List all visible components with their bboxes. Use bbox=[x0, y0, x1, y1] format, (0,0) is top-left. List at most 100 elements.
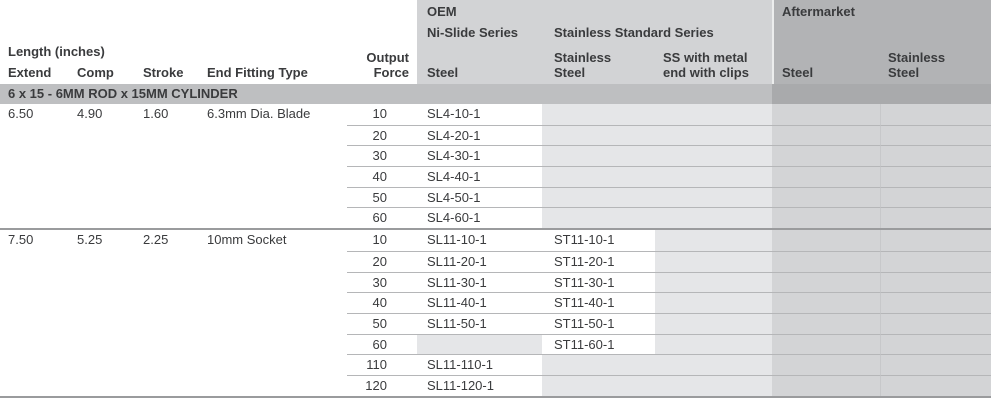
table-row: 6.50 4.90 1.60 6.3mm Dia. Blade 10 SL4-1… bbox=[0, 104, 991, 125]
header-series-aftermarket-band bbox=[772, 22, 991, 43]
cell-aftermarket-stainless bbox=[880, 312, 991, 334]
column-header-extend: Extend bbox=[0, 43, 67, 84]
table-row: 30 SL11-30-1 ST11-30-1 bbox=[0, 271, 991, 293]
cell-stroke bbox=[133, 166, 200, 187]
table-row: 40 SL11-40-1 ST11-40-1 bbox=[0, 292, 991, 313]
column-header-comp: Comp bbox=[67, 43, 133, 84]
column-header-oem-stainless-line2: Steel bbox=[554, 64, 586, 80]
cell-comp bbox=[67, 354, 133, 375]
cell-output-force: 10 bbox=[372, 106, 387, 121]
cell-output-force: 10 bbox=[372, 232, 387, 248]
cell-oem-steel bbox=[417, 333, 542, 355]
cell-oem-stainless bbox=[542, 124, 655, 146]
cell-aftermarket-steel bbox=[772, 145, 880, 167]
block-separator-line bbox=[0, 228, 991, 231]
cell-oem-ss-clips bbox=[655, 292, 772, 313]
cell-output-force: 60 bbox=[347, 207, 417, 228]
cell-aftermarket-stainless bbox=[880, 186, 991, 208]
table-row: 20 SL11-20-1 ST11-20-1 bbox=[0, 250, 991, 272]
cell-extend bbox=[0, 292, 67, 313]
cell-aftermarket-steel bbox=[772, 124, 880, 146]
column-header-aftermarket-steel: Steel bbox=[772, 43, 880, 84]
cell-oem-ss-clips bbox=[655, 124, 772, 146]
cell-extend: 7.50 bbox=[8, 232, 34, 248]
cell-oem-stainless: ST11-30-1 bbox=[542, 271, 655, 293]
cell-oem-stainless bbox=[542, 166, 655, 187]
cell-aftermarket-steel bbox=[772, 271, 880, 293]
column-header-aftermarket-stainless-line1: Stainless bbox=[888, 50, 946, 65]
cell-end-fitting bbox=[200, 272, 347, 293]
cell-comp bbox=[67, 313, 133, 334]
cell-extend bbox=[0, 375, 67, 396]
cell-aftermarket-stainless bbox=[880, 145, 991, 167]
cell-oem-stainless: ST11-40-1 bbox=[542, 292, 655, 313]
cell-oem-ss-clips bbox=[655, 230, 772, 251]
table-row: 60 ST11-60-1 bbox=[0, 333, 991, 355]
table-row: 50 SL11-50-1 ST11-50-1 bbox=[0, 312, 991, 334]
column-header-output-line1: Output bbox=[366, 50, 409, 65]
cell-oem-steel: SL11-120-1 bbox=[417, 374, 542, 396]
cell-extend bbox=[0, 354, 67, 375]
table-row: 60 SL4-60-1 bbox=[0, 207, 991, 229]
cell-output-force: 20 bbox=[347, 250, 417, 272]
cell-oem-stainless bbox=[542, 186, 655, 208]
cell-end-fitting bbox=[200, 166, 347, 187]
cell-comp bbox=[67, 145, 133, 166]
cell-oem-ss-clips bbox=[655, 250, 772, 272]
cell-extend bbox=[0, 166, 67, 187]
column-header-oem-stainless-line1: Stainless bbox=[554, 50, 612, 65]
cell-oem-steel: SL4-40-1 bbox=[417, 166, 542, 187]
cell-end-fitting bbox=[200, 251, 347, 272]
header-series-row: Ni-Slide Series Stainless Standard Serie… bbox=[0, 22, 991, 43]
cell-stroke bbox=[133, 187, 200, 208]
table-row: 120 SL11-120-1 bbox=[0, 374, 991, 396]
cell-stroke bbox=[133, 313, 200, 334]
cell-oem-steel: SL11-50-1 bbox=[417, 312, 542, 334]
cell-extend bbox=[0, 125, 67, 146]
cell-aftermarket-stainless bbox=[880, 207, 991, 229]
cell-extend bbox=[0, 187, 67, 208]
cell-aftermarket-steel bbox=[772, 250, 880, 272]
cell-output-force: 40 bbox=[347, 166, 417, 187]
cell-output-force: 40 bbox=[347, 292, 417, 313]
cell-aftermarket-steel bbox=[772, 333, 880, 355]
cell-aftermarket-stainless bbox=[880, 271, 991, 293]
cell-stroke bbox=[133, 354, 200, 375]
cell-comp bbox=[67, 166, 133, 187]
column-header-aftermarket-steel-label: Steel bbox=[782, 64, 814, 80]
cell-comp bbox=[67, 334, 133, 355]
cell-aftermarket-stainless bbox=[880, 166, 991, 187]
column-header-comp-label: Comp bbox=[77, 64, 114, 80]
cell-oem-ss-clips bbox=[655, 186, 772, 208]
cell-extend bbox=[0, 145, 67, 166]
cell-stroke bbox=[133, 145, 200, 166]
cell-extend bbox=[0, 251, 67, 272]
header-series-stainless-standard: Stainless Standard Series bbox=[542, 22, 772, 43]
column-header-oem-stainless: Stainless Steel bbox=[542, 43, 655, 84]
cell-aftermarket-stainless bbox=[880, 374, 991, 396]
cell-oem-stainless bbox=[542, 145, 655, 167]
cell-oem-ss-clips bbox=[655, 207, 772, 229]
cell-end-fitting bbox=[200, 313, 347, 334]
cell-output-force: 110 bbox=[347, 354, 417, 375]
column-header-stroke-label: Stroke bbox=[143, 64, 184, 80]
cell-oem-steel: SL4-30-1 bbox=[417, 145, 542, 167]
header-group-aftermarket: Aftermarket bbox=[772, 0, 991, 24]
cell-oem-stainless: ST11-60-1 bbox=[542, 333, 655, 355]
cell-aftermarket-stainless bbox=[880, 230, 991, 251]
table-row: 20 SL4-20-1 bbox=[0, 124, 991, 146]
header-series-nislide: Ni-Slide Series bbox=[417, 22, 542, 43]
cell-end-fitting: 10mm Socket bbox=[207, 232, 287, 248]
cell-oem-steel: SL4-10-1 bbox=[417, 104, 542, 125]
column-header-oem-steel: Steel bbox=[417, 43, 542, 84]
cell-oem-stainless bbox=[542, 104, 655, 125]
cell-aftermarket-stainless bbox=[880, 354, 991, 375]
cell-aftermarket-steel bbox=[772, 354, 880, 375]
cell-stroke bbox=[133, 207, 200, 228]
cell-end-fitting bbox=[200, 354, 347, 375]
table-bottom-line bbox=[0, 395, 991, 398]
table-row: 30 SL4-30-1 bbox=[0, 145, 991, 167]
cell-stroke bbox=[133, 292, 200, 313]
cell-aftermarket-steel bbox=[772, 186, 880, 208]
column-header-output-force: Output Force bbox=[347, 43, 417, 84]
